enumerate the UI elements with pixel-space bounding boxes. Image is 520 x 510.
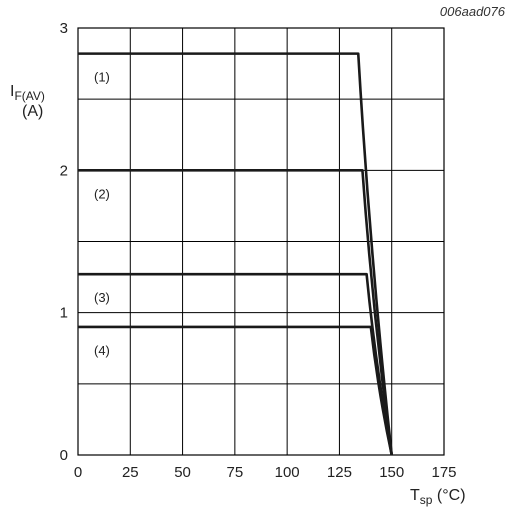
y-axis-label-unit: (A) <box>22 103 43 120</box>
series-line-2 <box>78 169 394 456</box>
x-axis-label-unit: (°C) <box>432 487 465 504</box>
y-tick-label-2: 2 <box>60 162 68 179</box>
x-tick-label-5: 125 <box>327 464 352 481</box>
series-label-4: (4) <box>94 343 110 358</box>
y-axis-label: IF(AV) (A) <box>10 83 49 120</box>
x-axis-label-sub: sp <box>420 493 433 507</box>
x-tick-label-3: 75 <box>227 464 244 481</box>
x-tick-label-6: 150 <box>379 464 404 481</box>
series-label-2: (2) <box>94 186 110 201</box>
x-tick-label-1: 25 <box>122 464 139 481</box>
y-tick-label-1: 1 <box>60 305 68 322</box>
y-tick-labels: 0 1 2 3 <box>60 20 68 464</box>
x-axis-label: Tsp (°C) <box>410 487 466 507</box>
x-tick-label-0: 0 <box>74 464 82 481</box>
series-label-1: (1) <box>94 70 110 85</box>
series-group <box>78 52 394 456</box>
x-axis-label-main: T <box>410 487 420 504</box>
figure-code: 006aad076 <box>440 4 506 19</box>
y-axis-label-main: I <box>10 83 14 100</box>
x-tick-label-4: 100 <box>275 464 300 481</box>
x-tick-labels: 0 25 50 75 100 125 150 175 <box>74 464 457 481</box>
x-tick-label-2: 50 <box>174 464 191 481</box>
y-tick-label-0: 0 <box>60 447 68 464</box>
grid <box>77 27 445 456</box>
plot-frame <box>77 27 445 456</box>
series-line-4 <box>78 325 393 456</box>
y-axis-label-sub: F(AV) <box>14 89 44 103</box>
series-labels: (1) (2) (3) (4) <box>94 70 110 358</box>
x-tick-label-7: 175 <box>431 464 456 481</box>
series-label-3: (3) <box>94 290 110 305</box>
y-tick-label-3: 3 <box>60 20 68 37</box>
